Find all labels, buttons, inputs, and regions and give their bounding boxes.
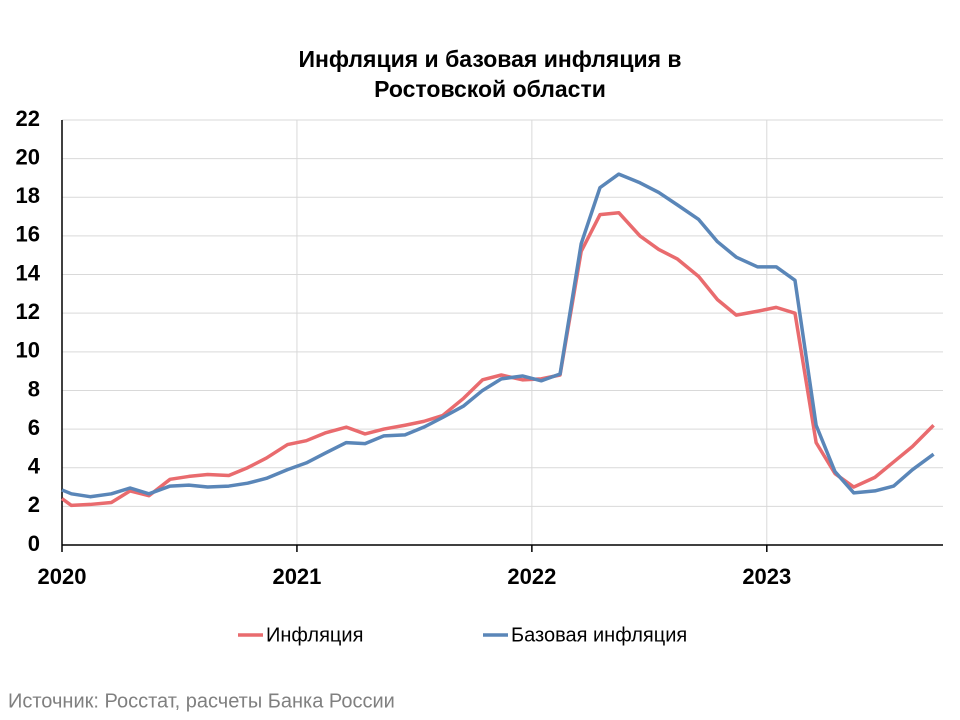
y-tick-label: 6 (28, 415, 40, 440)
source-note: Источник: Росстат, расчеты Банка России (8, 690, 395, 712)
y-tick-label: 12 (16, 299, 40, 324)
x-tick-label: 2022 (507, 564, 556, 589)
series-line (61, 172, 935, 499)
y-tick-label: 20 (16, 144, 40, 169)
y-tick-label: 8 (28, 376, 40, 401)
y-tick-label: 18 (16, 183, 40, 208)
legend-label: Базовая инфляция (511, 624, 687, 646)
series-line (60, 210, 935, 508)
y-tick-label: 16 (16, 222, 40, 247)
y-tick-label: 0 (28, 531, 40, 556)
y-tick-label: 4 (28, 454, 41, 479)
y-tick-label: 22 (16, 106, 40, 131)
x-tick-label: 2021 (272, 564, 321, 589)
x-tick-label: 2023 (742, 564, 791, 589)
x-tick-label: 2020 (38, 564, 87, 589)
legend-label: Инфляция (266, 624, 363, 646)
y-tick-label: 10 (16, 338, 40, 363)
y-tick-label: 14 (16, 260, 41, 285)
y-tick-label: 2 (28, 492, 40, 517)
chart-title: Инфляция и базовая инфляция в Ростовской… (298, 46, 682, 102)
